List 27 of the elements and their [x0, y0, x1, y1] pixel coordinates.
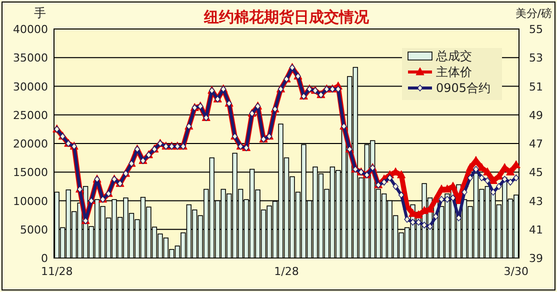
y-tick-label: 25000 — [13, 108, 48, 122]
y-tick-label: 35000 — [13, 52, 48, 65]
legend-label: 0905合约 — [436, 81, 491, 95]
x-tick-label: 11/28 — [41, 265, 73, 278]
y-tick-label: 20000 — [13, 138, 48, 150]
y-axis-title: 手 — [34, 6, 46, 20]
x-tick-label: 1/28 — [274, 265, 299, 278]
y-tick-label: 10000 — [13, 194, 48, 208]
y2-tick-label: 41 — [529, 223, 543, 236]
y2-tick-label: 39 — [529, 252, 543, 265]
y2-tick-label: 47 — [529, 138, 543, 150]
y2-tick-label: 49 — [529, 108, 543, 122]
y-tick-label: 0 — [41, 252, 48, 265]
legend-label: 总成交 — [435, 49, 472, 63]
chart-title: 纽约棉花期货日成交情况 — [203, 8, 370, 26]
y2-tick-label: 43 — [529, 194, 543, 208]
y2-tick-label: 53 — [529, 52, 543, 65]
y2-tick-label: 55 — [529, 23, 543, 36]
y-tick-label: 40000 — [13, 23, 48, 36]
legend-label: 主体价 — [436, 65, 472, 79]
y-tick-label: 30000 — [13, 80, 48, 94]
y-tick-label: 5000 — [20, 223, 48, 236]
x-tick-label: 3/30 — [504, 265, 528, 278]
y2-tick-label: 45 — [529, 166, 543, 180]
y-tick-label: 15000 — [13, 166, 48, 180]
y2-tick-label: 51 — [529, 80, 543, 94]
y2-axis-title: 美分/磅 — [515, 7, 552, 20]
